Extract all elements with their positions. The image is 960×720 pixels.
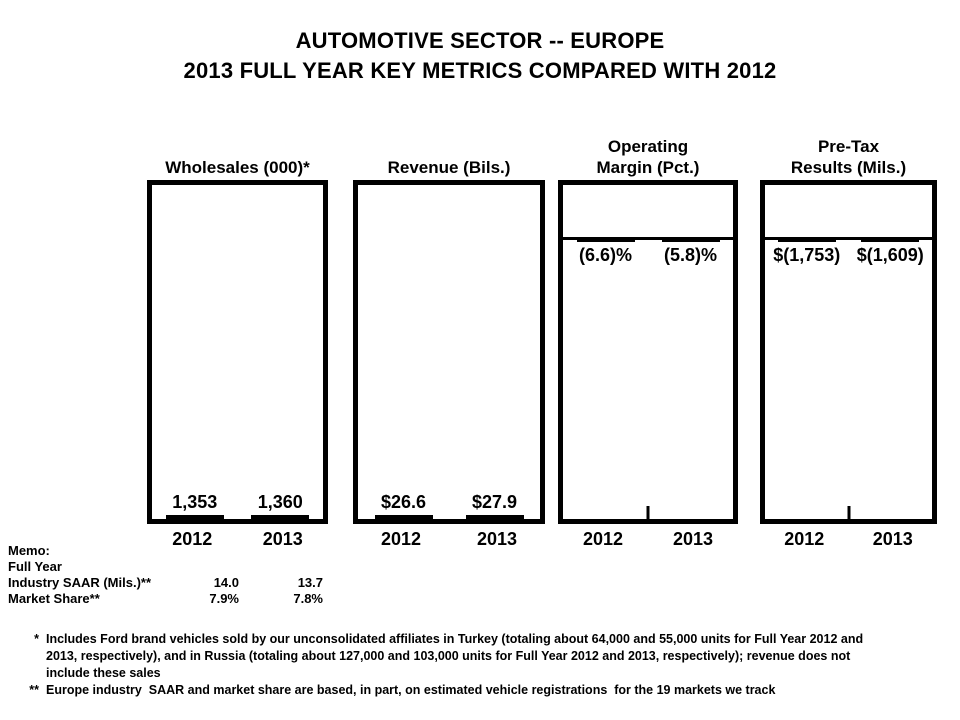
bar-operating-margin-2012 [576, 240, 635, 242]
axis-tick [847, 506, 850, 519]
panel-operating-margin-title: Operating Margin (Pct.) [596, 137, 700, 177]
memo-value-2013: 13.7 [297, 575, 323, 590]
bar-revenue-2013 [465, 515, 524, 519]
memo-row-industry-saar: Industry SAAR (Mils.)** 14.0 13.7 [8, 575, 323, 591]
page-title: AUTOMOTIVE SECTOR -- EUROPE 2013 FULL YE… [0, 26, 960, 86]
bar-slot-2013: $(1,609) [849, 240, 933, 266]
page-title-line1: AUTOMOTIVE SECTOR -- EUROPE [295, 28, 665, 53]
page-title-line2: 2013 FULL YEAR KEY METRICS COMPARED WITH… [183, 58, 777, 83]
bar-revenue-2012 [374, 515, 433, 519]
bar-value-label-2013: $27.9 [471, 492, 518, 512]
x-axis-labels: 2012 2013 [558, 529, 738, 550]
bar-slot-2012: 1,353 [152, 491, 238, 519]
bar-slot-2013: 1,360 [238, 491, 324, 519]
memo-value-2012: 14.0 [213, 575, 239, 590]
year-label-2012: 2012 [172, 529, 213, 549]
memo-title: Memo: [8, 543, 50, 558]
zero-axis-line [563, 237, 733, 240]
bar-slot-2012: $26.6 [358, 491, 449, 519]
memo-subtitle: Full Year [8, 559, 62, 574]
footnote-1-marker: * [34, 632, 39, 646]
year-label-2012: 2012 [784, 529, 825, 549]
panel-operating-margin-plot: (6.6)% (5.8)% [558, 180, 738, 524]
memo-row-label: Industry SAAR (Mils.)** [8, 575, 152, 590]
footnote-2-text: Europe industry SAAR and market share ar… [46, 683, 776, 697]
panel-revenue-title: Revenue (Bils.) [387, 158, 511, 177]
x-axis-labels: 2012 2013 [353, 529, 545, 550]
footnote-1-text: Includes Ford brand vehicles sold by our… [46, 632, 867, 680]
bar-value-label-2013: (5.8)% [663, 245, 717, 265]
panel-revenue-plot: $26.6 $27.9 [353, 180, 545, 524]
year-label-2012: 2012 [380, 529, 422, 549]
bar-slot-2013: $27.9 [449, 491, 540, 519]
bar-wholesales-2012 [165, 515, 224, 519]
panel-revenue: Revenue (Bils.) $26.6 $27.9 2012 2013 [353, 130, 545, 550]
bar-value-label-2012: $(1,753) [773, 245, 841, 265]
bar-operating-margin-2013 [661, 240, 720, 242]
x-axis-labels: 2012 2013 [147, 529, 328, 550]
footnotes: * Includes Ford brand vehicles sold by o… [26, 631, 936, 699]
bar-pretax-2012 [777, 240, 836, 242]
year-label-2013: 2013 [476, 529, 518, 549]
memo-row-label: Market Share** [8, 591, 100, 606]
panel-wholesales-plot: 1,353 1,360 [147, 180, 328, 524]
axis-tick [646, 506, 650, 519]
bar-pretax-2013 [861, 240, 920, 242]
zero-axis-line [765, 237, 932, 240]
panel-wholesales-title: Wholesales (000)* [165, 158, 310, 177]
bar-slot-2012: $(1,753) [765, 240, 849, 266]
memo-block: Memo: Full Year Industry SAAR (Mils.)** … [8, 543, 323, 607]
panel-pretax-results-plot: $(1,753) $(1,609) [760, 180, 937, 524]
panel-wholesales: Wholesales (000)* 1,353 1,360 2012 2013 [147, 130, 328, 550]
year-label-2013: 2013 [262, 529, 303, 549]
bar-value-label-2013: $(1,609) [856, 245, 924, 265]
bar-value-label-2012: 1,353 [172, 492, 218, 512]
x-axis-labels: 2012 2013 [760, 529, 937, 550]
bar-value-label-2012: (6.6)% [578, 245, 632, 265]
year-label-2012: 2012 [582, 529, 624, 549]
memo-value-2012: 7.9% [209, 591, 239, 606]
bar-value-label-2013: 1,360 [257, 492, 303, 512]
bar-slot-2012: (6.6)% [563, 240, 648, 266]
memo-row-market-share: Market Share** 7.9% 7.8% [8, 591, 323, 607]
panel-pretax-results: Pre-Tax Results (Mils.) $(1,753) $(1,609… [760, 130, 937, 550]
footnote-2: ** Europe industry SAAR and market share… [26, 682, 936, 699]
bar-value-label-2012: $26.6 [380, 492, 427, 512]
footnote-1: * Includes Ford brand vehicles sold by o… [26, 631, 936, 682]
year-label-2013: 2013 [872, 529, 913, 549]
year-label-2013: 2013 [672, 529, 714, 549]
bar-wholesales-2013 [251, 515, 310, 519]
memo-value-2013: 7.8% [293, 591, 323, 606]
panel-operating-margin: Operating Margin (Pct.) (6.6)% (5.8)% 20… [558, 130, 738, 550]
panel-pretax-results-title: Pre-Tax Results (Mils.) [790, 137, 907, 177]
footnote-2-marker: ** [29, 683, 39, 697]
bar-slot-2013: (5.8)% [648, 240, 733, 266]
